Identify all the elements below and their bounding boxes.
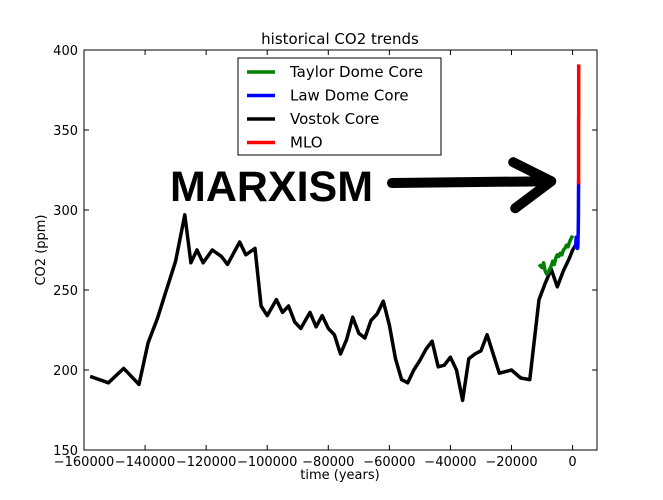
x-tick-label: 0 (568, 455, 576, 470)
plot-frame (83, 49, 598, 451)
annotation-text: MARXISM (170, 163, 373, 211)
legend-label-vostok-core: Vostok Core (290, 110, 379, 128)
y-tick-label: 200 (53, 364, 78, 379)
legend-box (237, 57, 442, 156)
annotation-arrow-shaft (387, 176, 557, 188)
y-tick-label: 400 (53, 44, 78, 59)
y-tick-label: 350 (53, 124, 78, 139)
chart-title: historical CO2 trends (261, 30, 419, 48)
y-tick-label: 150 (53, 444, 78, 459)
legend-label-taylor-dome-core: Taylor Dome Core (289, 63, 423, 81)
x-tick-label: −40000 (424, 455, 476, 470)
legend: Taylor Dome Core Law Dome Core Vostok Core… (237, 57, 442, 156)
series-line-law-dome-core (573, 179, 581, 251)
x-tick-label: −60000 (363, 455, 415, 470)
x-axis: −160000 −140000 −120000 −100000 −80000 −60000… (54, 50, 577, 470)
series-line-taylor-dome-core (537, 234, 575, 276)
y-tick-label: 250 (53, 284, 78, 299)
x-axis-label: time (years) (300, 468, 379, 483)
y-tick-label: 300 (53, 204, 78, 219)
x-tick-label: −20000 (485, 455, 537, 470)
annotation: MARXISM (170, 157, 557, 214)
legend-label-mlo: MLO (290, 134, 323, 152)
series-line-vostok-core (89, 213, 578, 403)
x-tick-label: −120000 (176, 455, 237, 470)
y-axis-label: CO2 (ppm) (34, 214, 49, 285)
annotation-arrow-head (508, 157, 557, 214)
x-tick-label: −160000 (54, 455, 115, 470)
plot-lines (89, 64, 581, 403)
x-tick-label: −100000 (237, 455, 298, 470)
x-tick-label: −140000 (115, 455, 176, 470)
x-tick-label: −80000 (302, 455, 354, 470)
y-axis: 150 200 250 300 350 400 (53, 44, 597, 459)
legend-label-law-dome-core: Law Dome Core (290, 87, 409, 105)
